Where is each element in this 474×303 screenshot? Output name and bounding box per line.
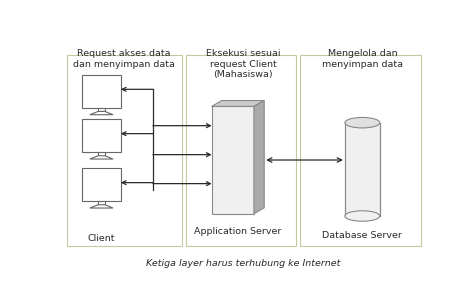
Text: Application Server: Application Server — [194, 227, 282, 235]
Polygon shape — [90, 156, 113, 159]
Bar — [82, 75, 121, 108]
Bar — [345, 123, 380, 216]
Bar — [212, 106, 254, 214]
Text: Database Server: Database Server — [322, 231, 402, 240]
Text: Eksekusi sesuai
request Client
(Mahasiswa): Eksekusi sesuai request Client (Mahasisw… — [206, 49, 280, 79]
Polygon shape — [90, 112, 113, 115]
Polygon shape — [90, 205, 113, 208]
Polygon shape — [212, 101, 264, 106]
Bar — [82, 119, 121, 152]
Text: Request akses data
dan menyimpan data: Request akses data dan menyimpan data — [73, 49, 174, 68]
Bar — [82, 168, 121, 201]
Bar — [98, 201, 105, 205]
Bar — [66, 55, 182, 246]
Polygon shape — [254, 101, 264, 214]
Ellipse shape — [345, 118, 380, 128]
Bar — [300, 55, 421, 246]
Bar — [186, 55, 296, 246]
Text: Client: Client — [88, 234, 115, 242]
Ellipse shape — [345, 211, 380, 221]
Text: Mengelola dan
menyimpan data: Mengelola dan menyimpan data — [322, 49, 403, 68]
Text: Ketiga layer harus terhubung ke Internet: Ketiga layer harus terhubung ke Internet — [146, 259, 340, 268]
Bar — [98, 108, 105, 112]
Bar — [98, 152, 105, 156]
